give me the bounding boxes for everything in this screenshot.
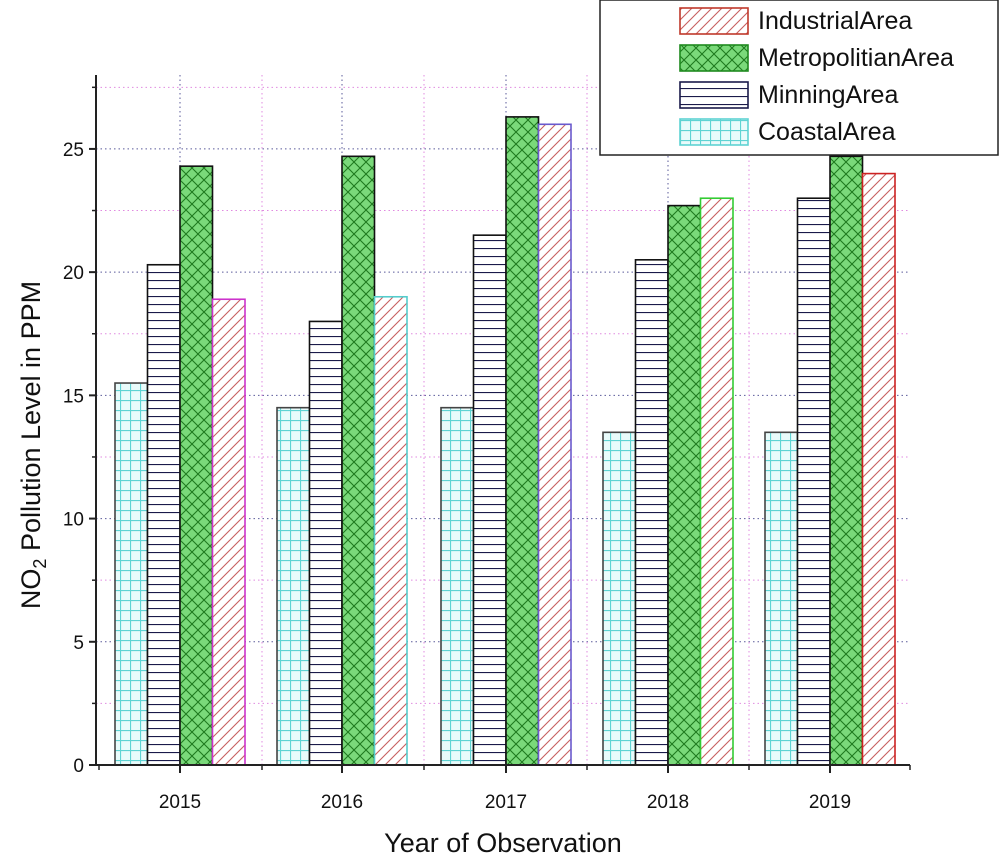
bars: [114, 116, 896, 766]
bar-industrialarea-2018: [699, 197, 734, 766]
bar-minningarea-2016: [308, 320, 343, 766]
legend: IndustrialArea MetropolitianArea MinningAr…: [599, 0, 999, 156]
legend-swatch-coastalarea: [679, 118, 749, 146]
bar-minningarea-2017: [472, 234, 507, 766]
bar-metropolitianarea-2015: [179, 165, 214, 766]
y-tick-label: 0: [73, 756, 84, 777]
x-axis-title: Year of Observation: [384, 828, 622, 858]
bar-industrialarea-2016: [373, 295, 408, 766]
y-axis-title-main: NO: [16, 569, 46, 610]
x-tick-label: 2015: [159, 792, 201, 813]
x-tick-label: 2019: [809, 792, 851, 813]
bar-minningarea-2019: [796, 197, 831, 766]
bar-coastalarea-2019: [764, 431, 799, 766]
bar-minningarea-2018: [634, 259, 669, 766]
bar-coastalarea-2015: [114, 382, 149, 766]
legend-swatch-minningarea: [679, 81, 749, 109]
x-tick-label: 2016: [321, 792, 363, 813]
y-tick-label: 20: [63, 263, 84, 284]
x-tick-label: 2018: [647, 792, 689, 813]
legend-box: [599, 0, 999, 156]
legend-label-industrialarea: IndustrialArea: [758, 7, 912, 35]
y-tick-label: 5: [73, 633, 84, 654]
y-axis-title-rest: Pollution Level in PPM: [16, 281, 46, 559]
legend-swatch-industrialarea: [679, 7, 749, 35]
bar-coastalarea-2018: [602, 431, 637, 766]
y-tick-label: 25: [63, 140, 84, 161]
legend-label-coastalarea: CoastalArea: [758, 118, 896, 146]
bar-metropolitianarea-2016: [341, 155, 376, 766]
bar-coastalarea-2017: [440, 406, 475, 766]
bar-minningarea-2015: [146, 263, 181, 766]
bar-industrialarea-2019: [861, 172, 896, 766]
legend-label-metropolitianarea: MetropolitianArea: [758, 44, 954, 72]
legend-swatch-metropolitianarea: [679, 44, 749, 72]
y-axis-title: NO2 Pollution Level in PPM: [16, 281, 50, 609]
x-tick-label: 2017: [485, 792, 527, 813]
y-tick-label: 15: [63, 386, 84, 407]
bar-metropolitianarea-2018: [667, 204, 702, 766]
ticks: 0 5 10 15 20 25 2015 2016 2017 2018 2019: [63, 86, 911, 813]
bar-coastalarea-2016: [276, 406, 311, 766]
bar-industrialarea-2017: [537, 123, 572, 766]
legend-label-minningarea: MinningArea: [758, 81, 898, 109]
y-tick-label: 10: [63, 510, 84, 531]
bar-industrialarea-2015: [211, 298, 246, 766]
bar-metropolitianarea-2017: [505, 116, 540, 766]
y-axis-title-subscript: 2: [30, 559, 50, 569]
bar-metropolitianarea-2019: [829, 155, 864, 766]
